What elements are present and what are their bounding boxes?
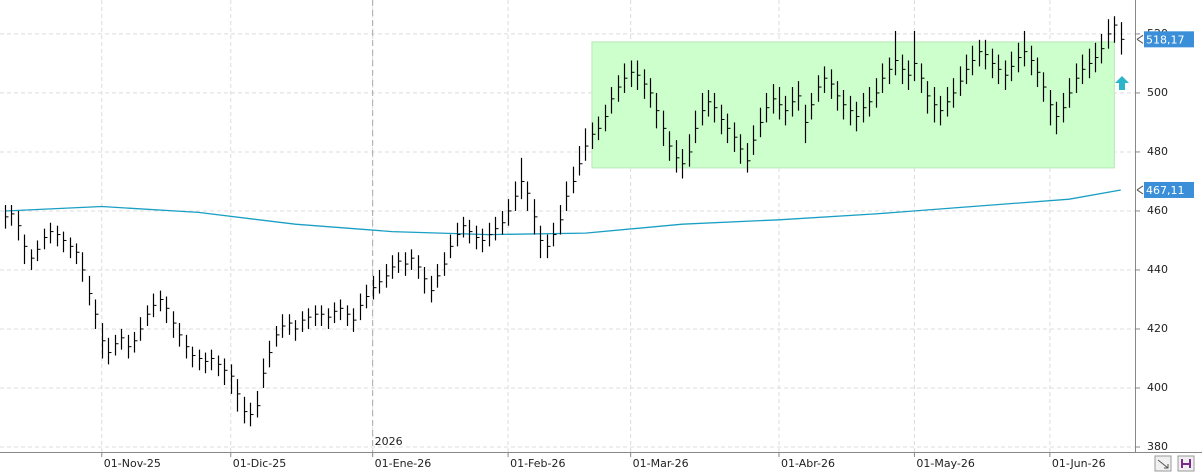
x-tick-label: 01-Ene-26 (375, 457, 432, 470)
x-tick-label: 01-Jun-26 (1052, 457, 1106, 470)
menu-icon (1181, 459, 1191, 468)
y-tick-label: 400 (1147, 381, 1168, 394)
layer-main: 518,17 467,11 (4, 16, 1194, 427)
up-arrow (1115, 76, 1129, 90)
scroll-icon (1157, 459, 1169, 469)
x-tick-label: 01-Feb-26 (510, 457, 565, 470)
y-tick-label: 420 (1147, 322, 1168, 335)
x-tick-label: 01-Abr-26 (781, 457, 835, 470)
x-tick-label: 01-Nov-25 (104, 457, 161, 470)
y-tick-label: 480 (1147, 145, 1168, 158)
price-tag-pointer (1136, 34, 1144, 44)
y-tick-label: 380 (1147, 440, 1168, 453)
y-tick-label: 460 (1147, 204, 1168, 217)
price-tag (1144, 31, 1194, 48)
price-tag (1144, 181, 1194, 198)
layer-bg: 38040042044046048050052001-Nov-2501-Dic-… (0, 0, 1168, 470)
price-tag-label: 467,11 (1146, 184, 1185, 197)
x-tick-label: 01-Mar-26 (633, 457, 689, 470)
x-tick-label: 01-May-26 (916, 457, 974, 470)
x-tick-label: 01-Dic-25 (233, 457, 287, 470)
price-tag-pointer (1136, 185, 1144, 195)
annotation: 2026 (375, 435, 403, 448)
moving-average-line (4, 189, 1121, 236)
y-tick-label: 440 (1147, 263, 1168, 276)
range-box (591, 41, 1115, 169)
y-tick-label: 500 (1147, 86, 1168, 99)
price-tag-label: 518,17 (1146, 33, 1185, 46)
